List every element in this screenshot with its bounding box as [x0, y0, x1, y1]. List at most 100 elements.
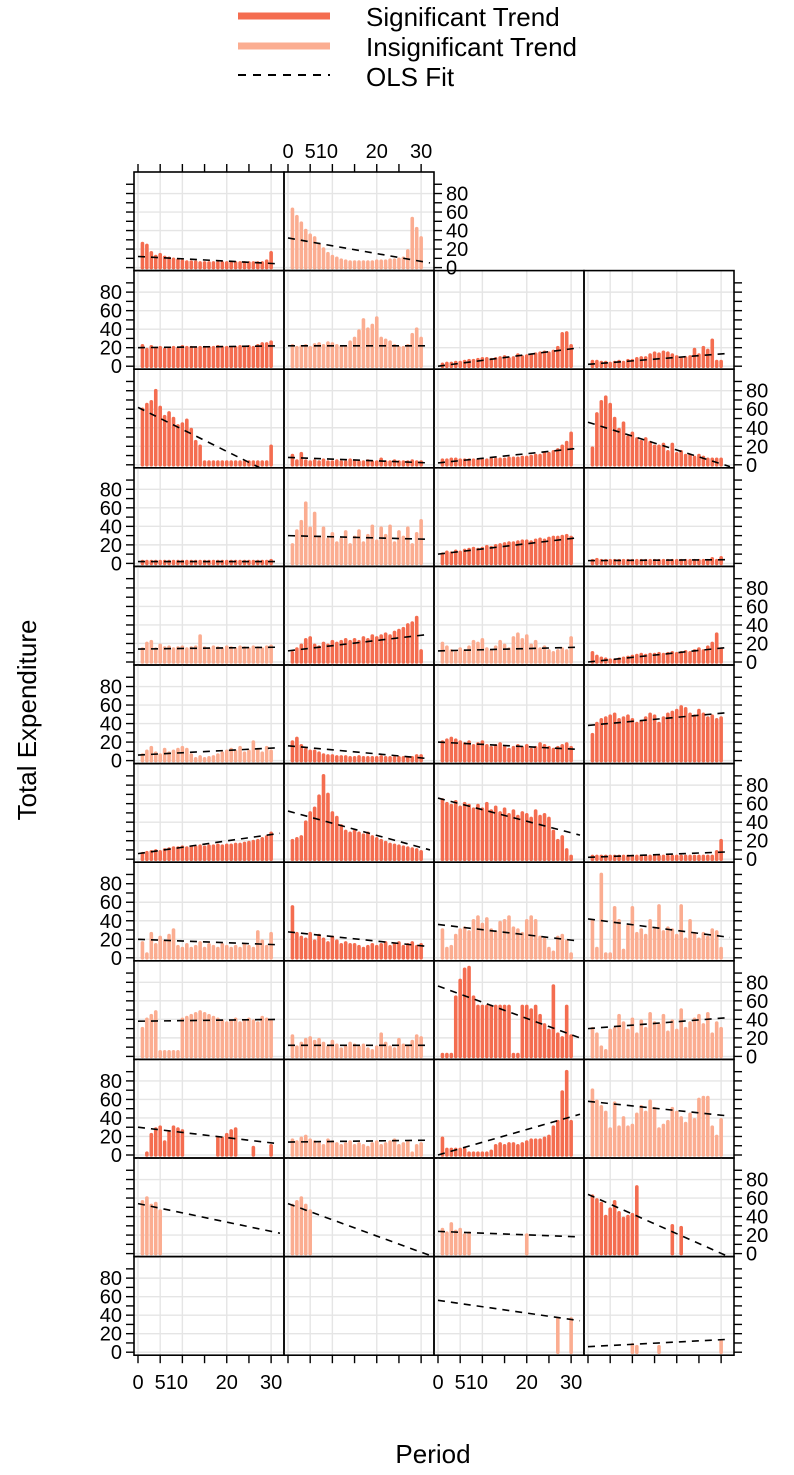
- panel-r3-c2: [433, 466, 585, 568]
- panel-r7-c3: [583, 861, 735, 962]
- y-tick-label: 80: [100, 1071, 122, 1093]
- panel-r7-c1: [283, 861, 435, 962]
- panel-r7-c2: [433, 861, 585, 962]
- ols-fit-line: [287, 931, 431, 948]
- x-tick-label: 20: [366, 141, 388, 163]
- ols-fit-line: [587, 850, 731, 859]
- ols-fit-line: [587, 1100, 731, 1117]
- ols-fit-line: [437, 447, 581, 464]
- panel-r2-c3: [583, 368, 735, 469]
- panel-r8-c2: [433, 959, 585, 1061]
- panel-r11-c1: [283, 1255, 435, 1356]
- ols-fit-line: [587, 1016, 731, 1030]
- legend-label-insignificant: Insignificant Trend: [366, 32, 577, 62]
- y-tick-label: 60: [100, 1089, 122, 1111]
- y-tick-label: 40: [100, 911, 122, 933]
- panel-r1-c3: [583, 269, 735, 371]
- legend: Significant Trend Insignificant Trend OL…: [238, 2, 577, 92]
- y-tick-label: 40: [746, 418, 768, 440]
- y-tick-label: 40: [100, 1108, 122, 1130]
- ols-fit-line: [437, 1299, 581, 1322]
- x-tick-label: 510: [305, 141, 338, 163]
- x-tick-label: 0: [282, 141, 293, 163]
- x-tick-label: 20: [216, 1372, 238, 1394]
- panel-r3-c3: [583, 466, 735, 568]
- panel-r9-c1: [283, 1058, 435, 1159]
- x-tick-label: 30: [260, 1372, 282, 1394]
- ols-fit-line: [137, 1126, 281, 1145]
- panel-r5-c0: [133, 664, 285, 765]
- ols-fit-line: [137, 938, 281, 946]
- y-tick-label: 80: [746, 775, 768, 797]
- ols-fit-line: [437, 1113, 581, 1156]
- panel-r8-c0: [133, 959, 285, 1061]
- panel-r0-c1: [283, 171, 435, 272]
- panel-r6-c1: [283, 762, 435, 863]
- axes: 0 510 20 300 510 20 30 0 510 20 300204060800204060…: [100, 141, 769, 1394]
- y-tick-label: 20: [100, 1324, 122, 1346]
- y-tick-label: 80: [746, 1170, 768, 1192]
- panel-border: [283, 1255, 435, 1356]
- ols-fit-line: [587, 352, 731, 366]
- panel-r9-c0: [133, 1058, 285, 1159]
- panel-border: [133, 1255, 285, 1356]
- y-tick-label: 80: [100, 1268, 122, 1290]
- panel-r10-c2: [433, 1157, 585, 1258]
- y-tick-label: 20: [100, 1126, 122, 1148]
- panel-r11-c2: [433, 1255, 585, 1356]
- y-tick-label: 80: [746, 578, 768, 600]
- ols-fit-line: [137, 255, 281, 265]
- y-tick-label: 40: [100, 1305, 122, 1327]
- y-tick-label: 60: [446, 202, 468, 224]
- y-tick-label: 40: [100, 714, 122, 736]
- y-tick-label: 20: [100, 929, 122, 951]
- y-tick-label: 80: [100, 874, 122, 896]
- ols-fit-line: [287, 744, 431, 760]
- y-tick-label: 20: [746, 1225, 768, 1247]
- ols-fit-line: [437, 741, 581, 751]
- y-tick-label: 60: [100, 301, 122, 323]
- ols-fit-line: [437, 1230, 581, 1238]
- y-tick-label: 60: [746, 1188, 768, 1210]
- ols-fit-line: [287, 456, 431, 464]
- y-tick-label: 20: [100, 338, 122, 360]
- ols-fit-line: [437, 536, 581, 555]
- ols-fit-line: [137, 746, 281, 756]
- panel-r8-c3: [583, 959, 735, 1061]
- ols-fit-line: [437, 923, 581, 942]
- y-tick-label: 0: [111, 1342, 122, 1364]
- x-tick-label: 510: [455, 1372, 488, 1394]
- panel-border: [583, 762, 735, 863]
- y-tick-label: 20: [746, 633, 768, 655]
- panel-r10-c1: [283, 1157, 435, 1258]
- panel-r1-c0: [133, 269, 285, 371]
- ols-fit-line: [287, 633, 431, 652]
- panel-r2-c0: [133, 368, 285, 469]
- y-tick-label: 0: [746, 652, 757, 674]
- ols-fit-line: [137, 406, 262, 468]
- legend-label-ols-fit: OLS Fit: [366, 62, 455, 92]
- panel-r1-c1: [283, 269, 435, 371]
- y-tick-label: 60: [746, 991, 768, 1013]
- y-tick-label: 60: [746, 794, 768, 816]
- y-tick-label: 40: [746, 812, 768, 834]
- y-tick-label: 0: [746, 1046, 757, 1068]
- x-tick-label: 30: [410, 141, 432, 163]
- panel-r8-c1: [283, 959, 435, 1061]
- y-tick-label: 40: [746, 1207, 768, 1229]
- panel-r4-c3: [583, 565, 735, 666]
- y-tick-label: 60: [100, 892, 122, 914]
- y-tick-label: 40: [746, 615, 768, 637]
- ols-fit-line: [287, 810, 431, 851]
- panel-r11-c0: [133, 1255, 285, 1356]
- ols-fit-line: [137, 345, 281, 349]
- y-tick-label: 60: [100, 1287, 122, 1309]
- ols-fit-line: [287, 237, 431, 264]
- panel-r2-c2: [433, 368, 585, 469]
- y-tick-label: 20: [746, 1028, 768, 1050]
- y-tick-label: 60: [100, 695, 122, 717]
- ols-fit-line: [437, 646, 581, 652]
- x-axis-label: Period: [395, 1439, 470, 1469]
- ols-fit-line: [587, 421, 731, 468]
